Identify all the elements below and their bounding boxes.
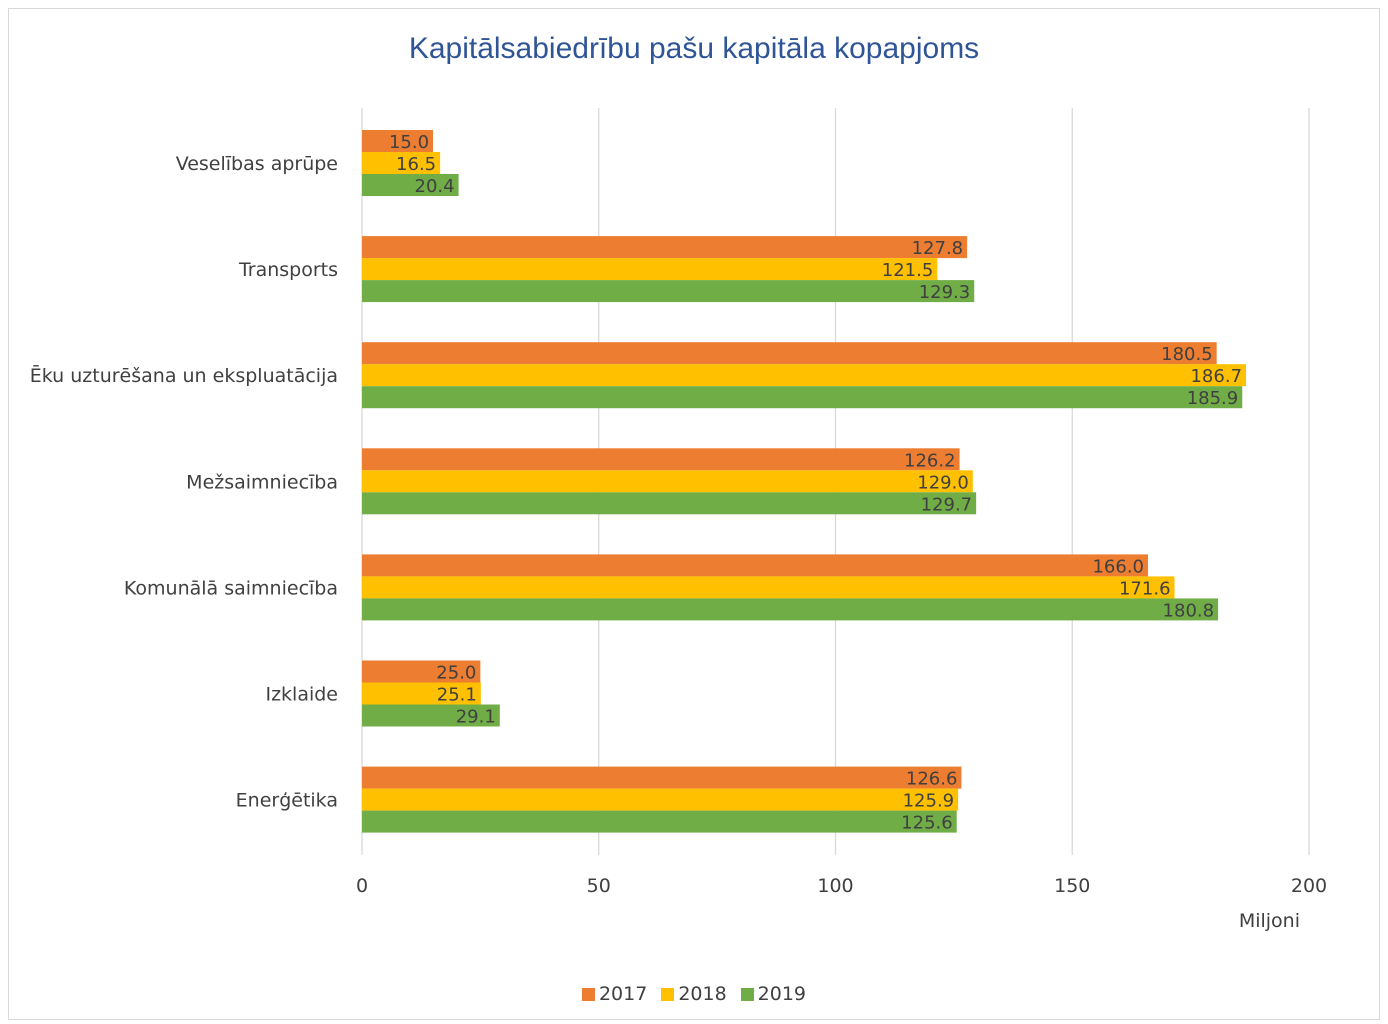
legend-label: 2018 bbox=[678, 983, 727, 1005]
data-label: 20.4 bbox=[415, 176, 455, 197]
bar bbox=[362, 364, 1247, 387]
data-label: 129.7 bbox=[921, 494, 973, 515]
data-label: 121.5 bbox=[882, 260, 934, 281]
legend-item: 2018 bbox=[661, 983, 727, 1005]
bar bbox=[362, 342, 1217, 365]
legend-item: 2019 bbox=[740, 983, 807, 1005]
x-tick-label: 150 bbox=[1054, 875, 1090, 897]
x-tick-label: 50 bbox=[587, 875, 611, 897]
data-label: 127.8 bbox=[912, 238, 964, 259]
bar bbox=[362, 470, 973, 493]
data-label: 25.0 bbox=[436, 663, 476, 684]
data-label: 185.9 bbox=[1187, 388, 1239, 409]
legend-swatch bbox=[740, 987, 754, 1001]
bar bbox=[362, 492, 977, 515]
legend-swatch bbox=[661, 987, 675, 1001]
bar bbox=[362, 660, 481, 683]
x-tick-label: 100 bbox=[817, 875, 853, 897]
bar bbox=[362, 766, 962, 789]
data-label: 171.6 bbox=[1119, 578, 1171, 599]
bar bbox=[362, 386, 1243, 409]
category-label: Transports bbox=[238, 259, 338, 281]
data-label: 186.7 bbox=[1190, 366, 1242, 387]
bar bbox=[362, 704, 500, 727]
legend-item: 2017 bbox=[581, 983, 648, 1005]
bar bbox=[362, 682, 481, 705]
bar bbox=[362, 576, 1175, 599]
legend-label: 2019 bbox=[757, 983, 807, 1005]
data-label: 25.1 bbox=[437, 685, 477, 706]
bar bbox=[362, 152, 441, 174]
data-label: 125.9 bbox=[903, 791, 955, 812]
data-label: 166.0 bbox=[1092, 556, 1144, 577]
category-label: Enerģētika bbox=[236, 790, 338, 812]
chart-title: Kapitālsabiedrību pašu kapitāla kopapjom… bbox=[408, 32, 980, 65]
data-label: 180.8 bbox=[1163, 600, 1215, 621]
legend-swatch bbox=[581, 987, 595, 1001]
category-label: Mežsaimniecība bbox=[186, 471, 338, 493]
data-label: 180.5 bbox=[1161, 344, 1213, 365]
x-axis-unit-label: Miljoni bbox=[1238, 910, 1300, 932]
data-label: 126.6 bbox=[906, 769, 958, 790]
legend: 2017 2018 2019 bbox=[0, 983, 1388, 1005]
data-label: 29.1 bbox=[456, 707, 496, 728]
data-label: 126.2 bbox=[904, 450, 956, 471]
bar bbox=[362, 788, 959, 811]
bar bbox=[362, 448, 960, 471]
x-tick-label: 200 bbox=[1291, 875, 1327, 897]
bar bbox=[362, 598, 1219, 621]
category-label: Ēku uzturēšana un ekspluatācija bbox=[30, 363, 338, 387]
data-label: 16.5 bbox=[396, 154, 436, 175]
category-label: Veselības aprūpe bbox=[176, 153, 338, 175]
bar bbox=[362, 554, 1149, 577]
category-label: Izklaide bbox=[265, 684, 338, 706]
legend-label: 2017 bbox=[598, 983, 648, 1005]
bar bbox=[362, 236, 968, 259]
bar bbox=[362, 810, 957, 833]
data-label: 15.0 bbox=[389, 132, 429, 153]
bar bbox=[362, 130, 434, 152]
data-label: 129.3 bbox=[919, 282, 971, 303]
category-label: Komunālā saimniecība bbox=[124, 577, 338, 599]
bar bbox=[362, 280, 975, 303]
bar bbox=[362, 258, 938, 281]
data-label: 129.0 bbox=[917, 472, 969, 493]
x-tick-label: 0 bbox=[356, 875, 368, 897]
bar bbox=[362, 174, 459, 196]
data-label: 125.6 bbox=[901, 813, 953, 834]
